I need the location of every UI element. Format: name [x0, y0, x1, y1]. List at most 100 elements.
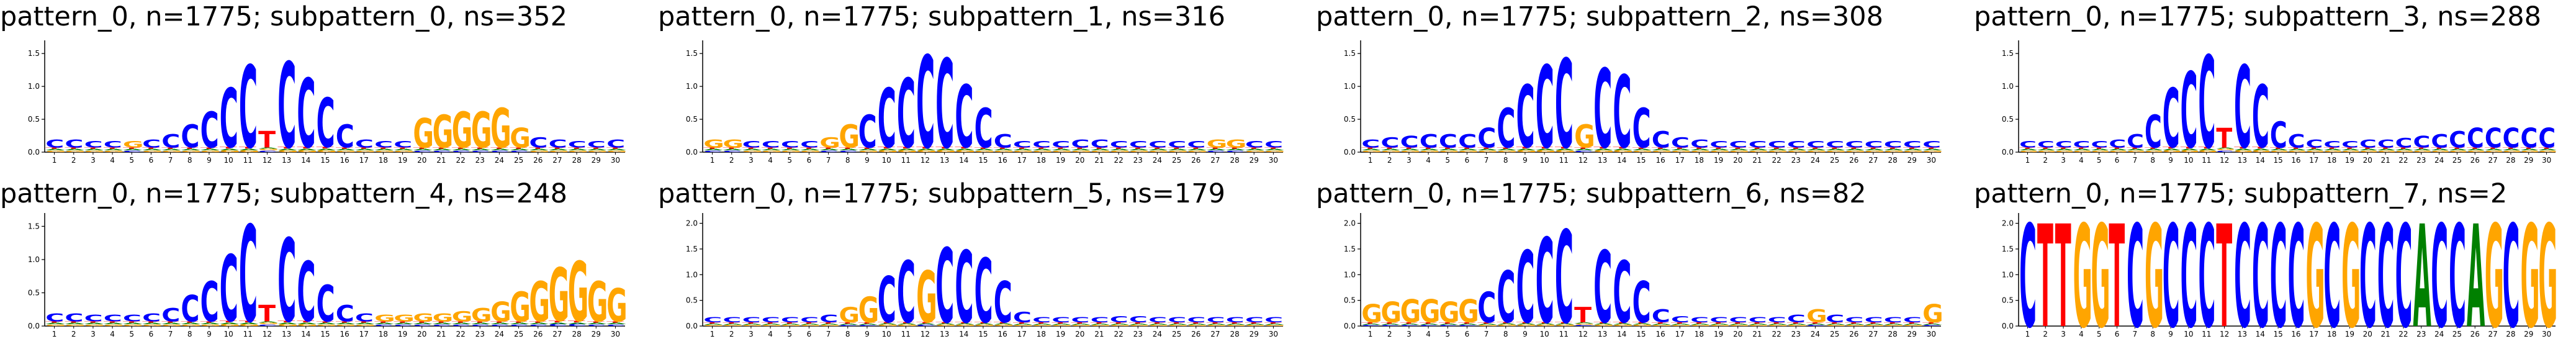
logo-letter-C: C — [2359, 196, 2377, 354]
logo-letter-C: C — [1052, 316, 1070, 324]
x-tick-label: 15 — [1636, 330, 1646, 338]
logo-letter-G: G — [994, 324, 1015, 327]
logo-letter-T: T — [1013, 147, 1030, 149]
x-tick-label: 19 — [1714, 156, 1723, 165]
logo-letter-T: T — [374, 321, 392, 323]
x-tick-label: 14 — [1617, 330, 1626, 338]
x-tick-label: 24 — [1811, 156, 1820, 165]
logo-letter-C: C — [1439, 131, 1457, 152]
logo-letter-A: A — [1226, 323, 1246, 325]
logo-letter-G: G — [994, 150, 1015, 153]
logo-letter-T: T — [994, 147, 1011, 149]
logo-letter-T: T — [935, 322, 953, 324]
logo-letter-G: G — [2252, 150, 2271, 153]
x-tick-label: 24 — [495, 156, 504, 165]
x-tick-label: 6 — [807, 156, 812, 165]
logo-letter-C: C — [104, 139, 122, 150]
logo-letter-T: T — [1729, 147, 1746, 149]
logo-letter-T: T — [1593, 147, 1611, 149]
logo-letter-C: C — [239, 42, 258, 173]
logo-letter-G: G — [1806, 150, 1827, 153]
logo-letter-G: G — [878, 150, 899, 153]
logo-letter-A: A — [2359, 148, 2378, 151]
x-tick-label: 29 — [2524, 156, 2533, 165]
logo-letter-T: T — [1709, 147, 1727, 149]
logo-letter-C: C — [1633, 270, 1651, 336]
x-tick-label: 9 — [207, 156, 212, 165]
logo-letter-A: A — [1652, 148, 1672, 151]
x-tick-label: 29 — [2524, 330, 2533, 338]
logo-letter-G: G — [2288, 150, 2307, 153]
panel-title: pattern_0, n=1775; subpattern_0, ns=352 — [0, 1, 567, 32]
logo-letter-G: G — [1168, 150, 1189, 153]
logo-letter-A: A — [2413, 196, 2431, 354]
logo-letter-G: G — [1845, 324, 1866, 327]
logo-letter-G: G — [490, 98, 511, 161]
logo-letter-A: A — [781, 148, 801, 151]
logo-letter-G: G — [1458, 150, 1479, 153]
panel-title: pattern_0, n=1775; subpattern_2, ns=308 — [1316, 1, 1883, 32]
logo-letter-C: C — [1207, 316, 1225, 324]
logo-letter-T: T — [1574, 303, 1592, 328]
logo-letter-T: T — [1245, 322, 1263, 324]
logo-letter-A: A — [1729, 323, 1749, 325]
x-tick-label: 26 — [1191, 156, 1200, 165]
logo-letter-G: G — [1032, 150, 1053, 153]
logo-letter-G: G — [1787, 324, 1808, 327]
logo-letter-T: T — [200, 321, 218, 323]
logo-letter-T: T — [45, 147, 63, 149]
x-tick-label: 10 — [223, 330, 233, 338]
x-tick-label: 27 — [552, 330, 562, 338]
x-tick-label: 10 — [1539, 156, 1549, 165]
logo-letter-C: C — [1420, 131, 1438, 152]
x-tick-label: 19 — [398, 156, 407, 165]
x-tick-label: 26 — [533, 330, 543, 338]
logo-letter-A: A — [258, 147, 278, 149]
logo-letter-C: C — [1226, 150, 1245, 153]
x-tick-label: 23 — [475, 156, 485, 165]
logo-letter-G: G — [839, 303, 860, 328]
logo-letter-C: C — [1477, 122, 1496, 153]
logo-letter-G: G — [897, 150, 918, 153]
logo-letter-T: T — [1264, 147, 1282, 149]
logo-letter-T: T — [2037, 196, 2053, 354]
logo-letter-T: T — [819, 147, 837, 149]
y-tick-label: 0.5 — [28, 115, 40, 124]
x-tick-label: 13 — [2238, 330, 2247, 338]
logo-letter-C: C — [1477, 284, 1496, 333]
logo-letter-G: G — [1071, 324, 1092, 327]
logo-letter-T: T — [1613, 322, 1630, 324]
x-tick-label: 2 — [2043, 330, 2048, 338]
y-tick-label: 1.0 — [28, 255, 40, 264]
x-tick-label: 4 — [1426, 156, 1431, 165]
x-tick-label: 12 — [921, 156, 930, 165]
logo-letter-T: T — [1729, 322, 1746, 324]
logo-letter-T: T — [1110, 322, 1127, 324]
logo-letter-G: G — [1207, 138, 1228, 150]
logo-letter-G: G — [2341, 150, 2361, 153]
logo-letter-G: G — [1768, 150, 1789, 153]
logo-letter-T: T — [1168, 322, 1185, 324]
logo-letter-T: T — [1420, 322, 1437, 324]
logo-letter-G: G — [606, 150, 628, 153]
x-tick-label: 5 — [787, 330, 792, 338]
logo-letter-A: A — [975, 148, 994, 151]
logo-letter-T: T — [1845, 322, 1862, 324]
logo-letter-G: G — [84, 150, 106, 153]
logo-letter-T: T — [1497, 322, 1514, 324]
logo-letter-C: C — [1536, 214, 1554, 349]
x-tick-label: 24 — [495, 330, 504, 338]
x-tick-label: 29 — [1907, 156, 1917, 165]
logo-letter-A: A — [703, 148, 723, 151]
logo-letter-G: G — [2485, 196, 2504, 354]
logo-letter-C: C — [336, 118, 354, 155]
logo-letter-A: A — [1536, 323, 1556, 325]
logo-letter-A: A — [2377, 148, 2396, 151]
logo-letter-T: T — [1516, 322, 1534, 324]
logo-letter-C: C — [975, 98, 993, 161]
x-tick-label: 27 — [1210, 330, 1220, 338]
x-tick-label: 29 — [592, 156, 601, 165]
logo-letter-A: A — [220, 322, 240, 325]
x-tick-label: 18 — [379, 156, 388, 165]
logo-letter-C: C — [1574, 324, 1593, 327]
